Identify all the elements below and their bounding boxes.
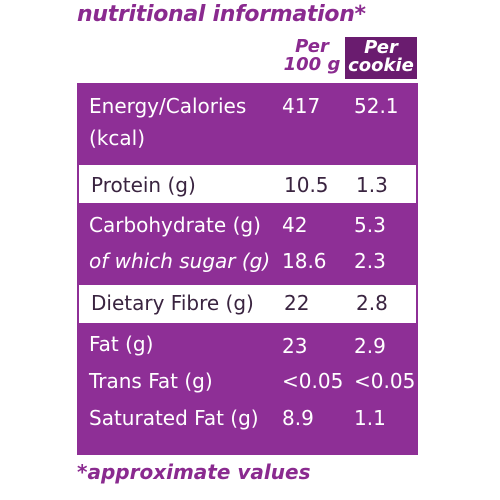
value-per-100g-fat: 23 bbox=[282, 334, 308, 358]
per-100g-header-line1: Per bbox=[295, 36, 329, 57]
per-cookie-header: Per cookie bbox=[345, 37, 417, 79]
row-label-line2: (kcal) bbox=[89, 126, 145, 150]
value-per-cookie: 2.8 bbox=[356, 291, 388, 315]
value-per-cookie: 1.3 bbox=[356, 173, 388, 197]
row-label-saturated-fat: Saturated Fat (g) bbox=[89, 406, 259, 430]
footnote: *approximate values bbox=[77, 460, 311, 484]
nutrition-title: nutritional information* bbox=[77, 2, 366, 27]
value-per-cookie-trans-fat: <0.05 bbox=[354, 369, 416, 393]
value-per-100g: 22 bbox=[284, 291, 310, 315]
per-cookie-header-line1: Per bbox=[364, 37, 398, 58]
per-cookie-header-line2: cookie bbox=[348, 55, 414, 76]
value-per-cookie-saturated-fat: 1.1 bbox=[354, 406, 386, 430]
value-per-cookie-sugar: 2.3 bbox=[354, 249, 386, 273]
per-100g-header-line2: 100 g bbox=[283, 54, 341, 75]
value-per-100g: 417 bbox=[282, 94, 321, 118]
per-100g-header: Per 100 g bbox=[280, 38, 344, 74]
row-carbohydrate: Carbohydrate (g) 42 5.3 of which sugar (… bbox=[77, 203, 418, 285]
value-per-100g-trans-fat: <0.05 bbox=[282, 369, 344, 393]
value-per-cookie: 5.3 bbox=[354, 213, 386, 237]
row-protein: Protein (g) 10.5 1.3 bbox=[77, 165, 418, 203]
value-per-cookie-fat: 2.9 bbox=[354, 334, 386, 358]
row-label-sugar: of which sugar (g) bbox=[89, 249, 271, 273]
row-fat-group: Fat (g) 23 2.9 Trans Fat (g) <0.05 <0.05… bbox=[77, 323, 418, 455]
row-label: Carbohydrate (g) bbox=[89, 213, 261, 237]
value-per-100g-sugar: 18.6 bbox=[282, 249, 327, 273]
value-per-100g-saturated-fat: 8.9 bbox=[282, 406, 314, 430]
row-label: Dietary Fibre (g) bbox=[91, 291, 254, 315]
row-label-trans-fat: Trans Fat (g) bbox=[89, 369, 213, 393]
row-label: Protein (g) bbox=[91, 173, 196, 197]
row-label-line1: Energy/Calories bbox=[89, 94, 247, 118]
value-per-cookie: 52.1 bbox=[354, 94, 399, 118]
value-per-100g: 42 bbox=[282, 213, 308, 237]
row-dietary-fibre: Dietary Fibre (g) 22 2.8 bbox=[77, 285, 418, 323]
value-per-100g: 10.5 bbox=[284, 173, 329, 197]
row-energy: Energy/Calories (kcal) 417 52.1 bbox=[77, 83, 418, 165]
row-label-fat: Fat (g) bbox=[89, 332, 154, 356]
